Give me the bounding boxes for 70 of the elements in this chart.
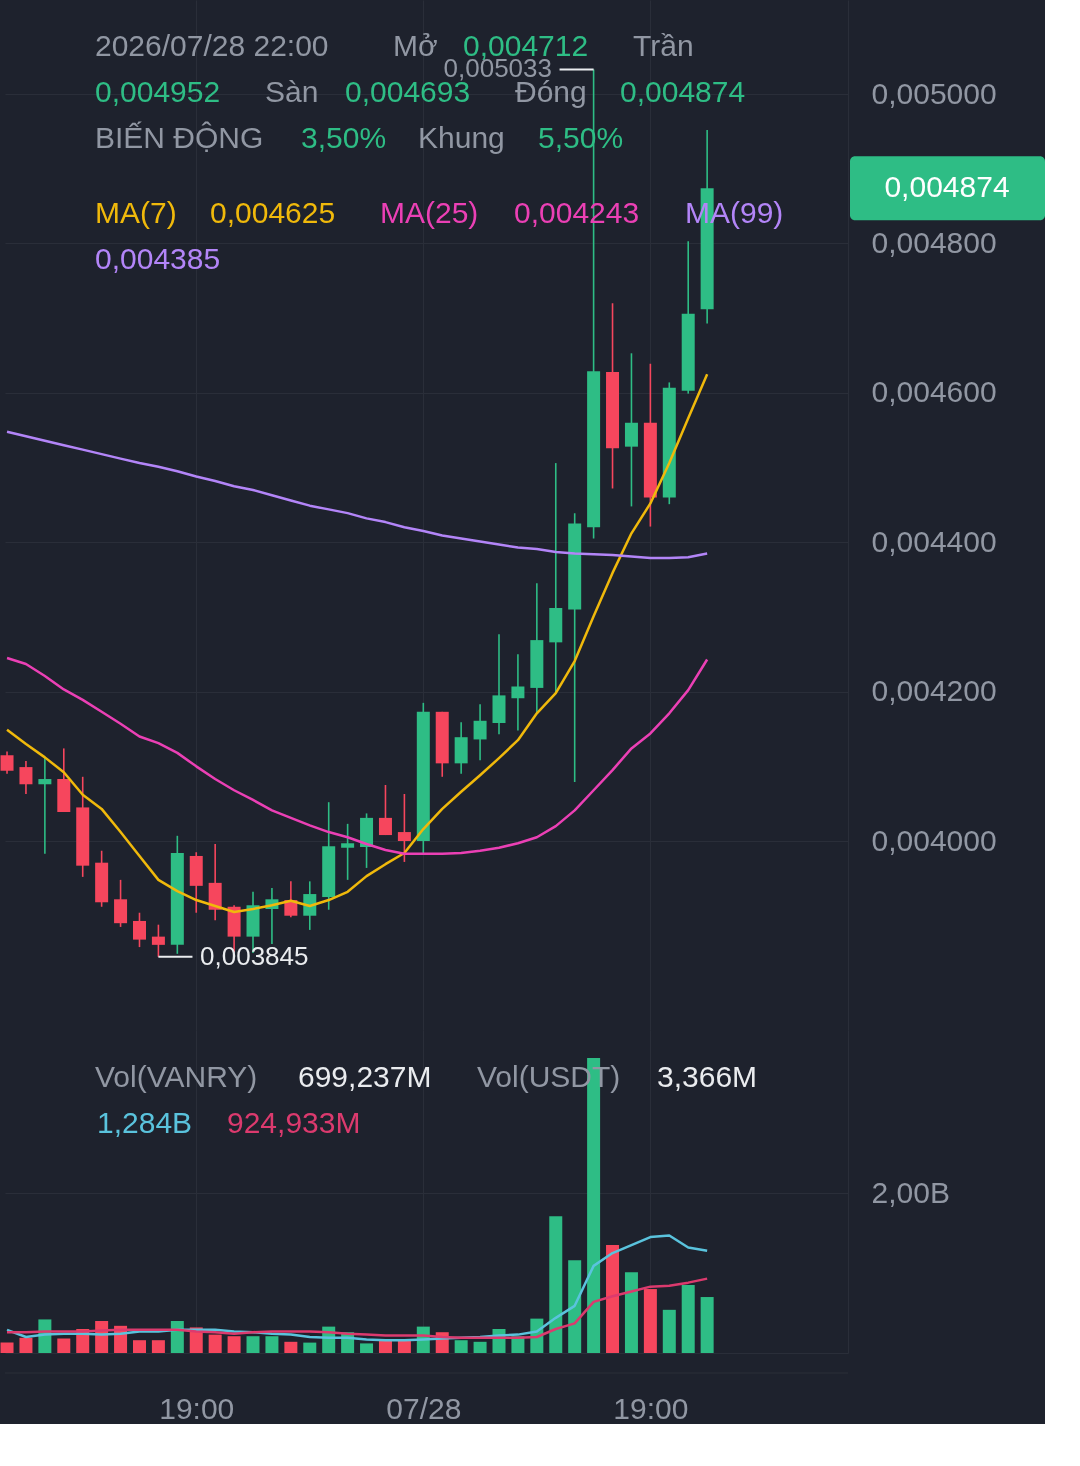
candlestick	[378, 784, 392, 836]
candlestick	[624, 352, 638, 508]
annotation: 0,004385	[95, 242, 221, 275]
candlestick	[511, 653, 525, 732]
bar	[606, 1245, 620, 1353]
bar	[568, 1260, 582, 1353]
bar	[549, 1216, 563, 1353]
annotation: Sàn	[265, 75, 319, 108]
annotation: 1,284B	[97, 1106, 193, 1139]
bar	[624, 1272, 638, 1353]
annotation: 0,004625	[210, 196, 336, 229]
annotation: 3,366M	[657, 1060, 758, 1093]
bar	[473, 1341, 487, 1353]
text: MA(25)	[380, 196, 479, 229]
candlestick	[0, 750, 14, 775]
bar	[0, 1342, 14, 1353]
y-tick-label: 0,004000	[871, 823, 997, 857]
y-tick-label: 0,004200	[871, 674, 997, 708]
bar	[700, 1297, 714, 1353]
annotation: Mở	[393, 29, 438, 62]
line-series	[5, 656, 709, 855]
line-series	[5, 372, 709, 914]
bar	[208, 1334, 222, 1353]
annotation: 0,004874	[620, 75, 746, 108]
bar	[170, 1321, 184, 1353]
bar	[132, 1340, 146, 1353]
annotation: 699,237M	[298, 1060, 432, 1093]
y-tick-label: 0,004600	[871, 375, 997, 409]
candlestick	[473, 703, 487, 762]
annotation: 924,933M	[227, 1106, 361, 1139]
candlestick	[38, 757, 52, 855]
candlestick	[397, 793, 411, 863]
bar	[681, 1285, 695, 1353]
bar	[303, 1342, 317, 1353]
annotation: 0,003845	[200, 940, 309, 971]
annotation: 2026/07/28 22:00	[95, 29, 329, 62]
bar	[360, 1343, 374, 1353]
bar	[397, 1340, 411, 1353]
bar	[265, 1336, 279, 1353]
line-series	[5, 430, 709, 560]
annotation: 3,50%	[301, 121, 387, 154]
bar	[246, 1336, 260, 1353]
bar	[227, 1336, 241, 1353]
bar	[284, 1341, 298, 1353]
y-tick-label: 2,00B	[871, 1175, 950, 1209]
bar	[454, 1340, 468, 1353]
y-tick-label: 0,005000	[871, 76, 997, 110]
candlestick	[114, 879, 128, 928]
y-tick-label: 0,004800	[871, 226, 997, 259]
bar	[57, 1338, 71, 1353]
candlestick	[19, 760, 33, 795]
bar	[151, 1340, 165, 1353]
candlestick	[341, 823, 355, 881]
annotation: Vol(VANRY)	[95, 1060, 258, 1093]
candlestick	[132, 911, 146, 948]
bar	[378, 1340, 392, 1353]
text: MA(7)	[95, 196, 177, 229]
bar	[662, 1309, 676, 1353]
text: 0,004874	[884, 170, 1010, 204]
bar	[19, 1337, 33, 1353]
x-tick-label: 07/28	[386, 1391, 462, 1425]
annotation: BIẾN ĐỘNG	[95, 121, 264, 154]
candlestick	[151, 923, 165, 958]
annotation: 0,004952	[95, 75, 221, 108]
y-tick-label: 0,004400	[871, 524, 997, 558]
bar	[643, 1289, 657, 1353]
annotation: Khung	[418, 121, 505, 154]
x-tick-label: 19:00	[159, 1391, 235, 1425]
x-tick-label: 19:00	[613, 1391, 689, 1425]
annotation: Trần	[633, 29, 694, 62]
